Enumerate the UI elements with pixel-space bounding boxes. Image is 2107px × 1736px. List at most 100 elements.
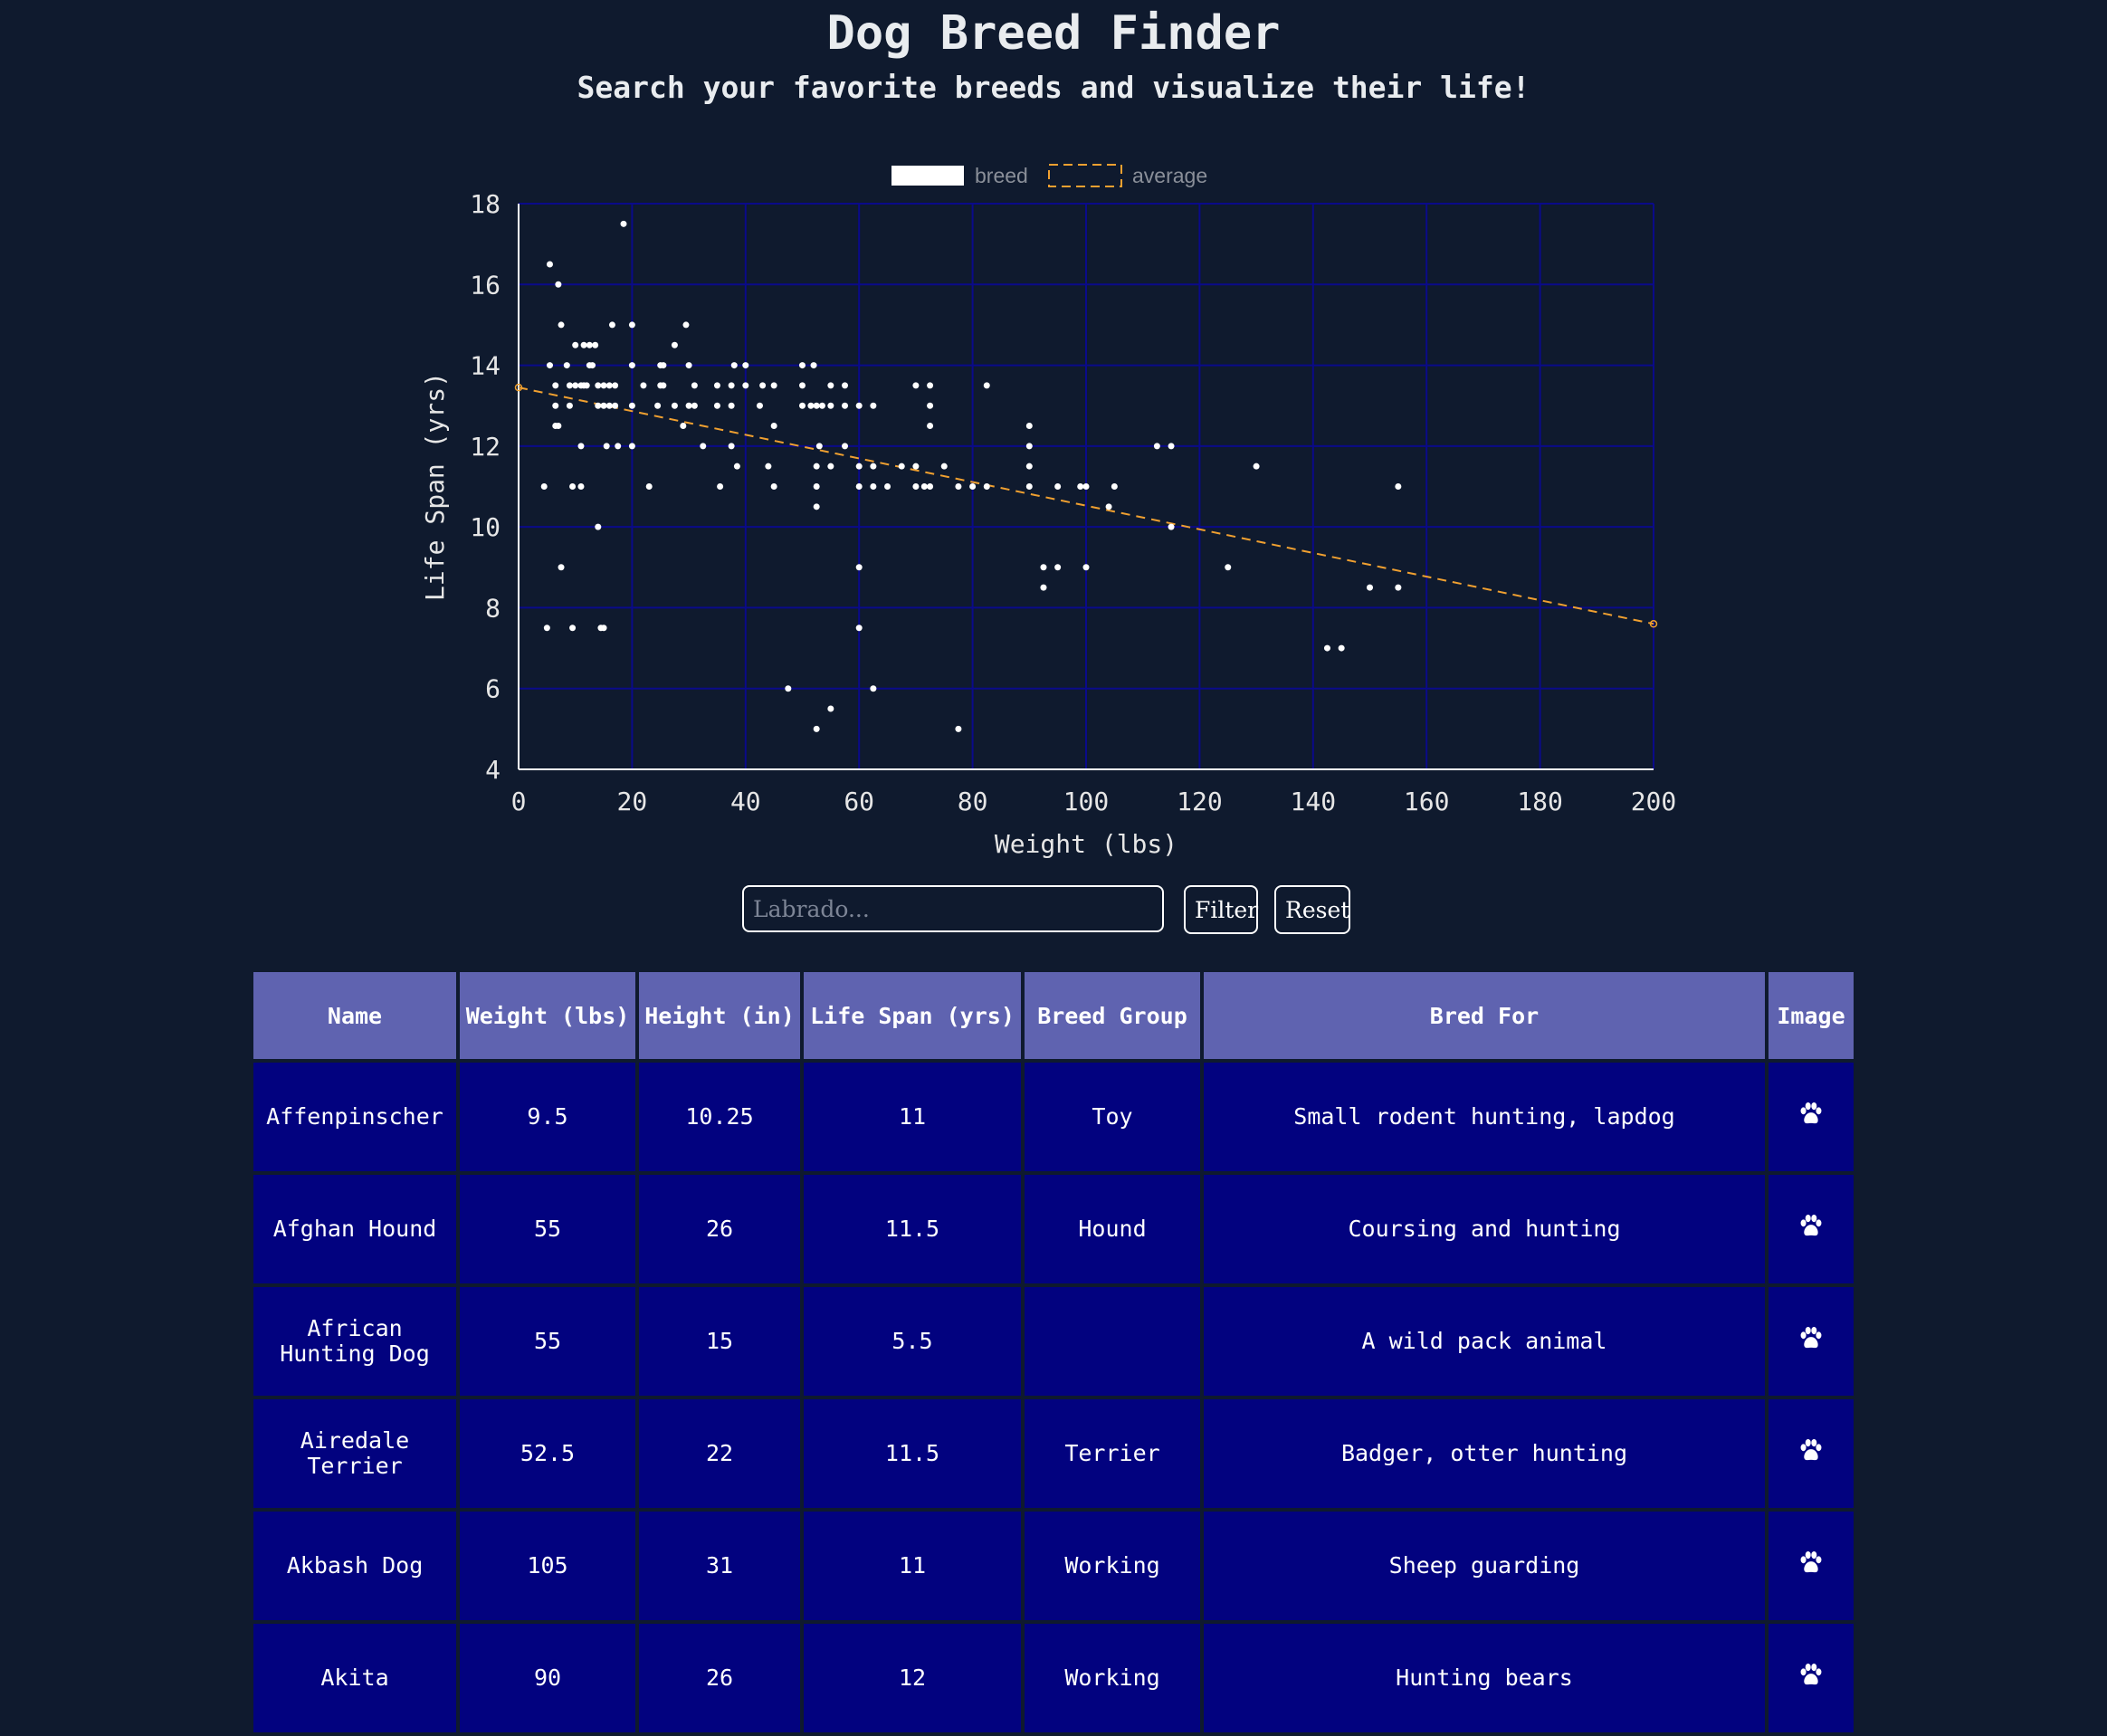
breed-data-point[interactable]: [605, 382, 613, 389]
breed-data-point[interactable]: [700, 443, 707, 450]
breed-data-point[interactable]: [955, 483, 962, 490]
breed-data-point[interactable]: [580, 341, 587, 348]
breed-data-point[interactable]: [870, 483, 877, 490]
column-header-name[interactable]: Name: [253, 972, 456, 1059]
breed-data-point[interactable]: [842, 382, 849, 389]
breed-data-point[interactable]: [645, 483, 653, 490]
breed-data-point[interactable]: [1040, 564, 1047, 571]
table-row[interactable]: Akita 90 26 12 Working Hunting bears: [253, 1624, 1854, 1732]
breed-data-point[interactable]: [1395, 483, 1402, 490]
breed-data-point[interactable]: [733, 463, 740, 470]
breed-data-point[interactable]: [870, 463, 877, 470]
cell-image[interactable]: [1769, 1063, 1854, 1171]
breed-data-point[interactable]: [608, 321, 615, 329]
breed-data-point[interactable]: [927, 423, 934, 430]
breed-data-point[interactable]: [1025, 423, 1033, 430]
breed-data-point[interactable]: [1054, 483, 1062, 490]
breed-data-point[interactable]: [552, 402, 559, 409]
breed-data-point[interactable]: [713, 402, 720, 409]
breed-data-point[interactable]: [552, 382, 559, 389]
breed-data-point[interactable]: [1395, 584, 1402, 591]
breed-data-point[interactable]: [566, 402, 573, 409]
breed-data-point[interactable]: [569, 625, 577, 632]
breed-data-point[interactable]: [827, 705, 834, 712]
paw-icon[interactable]: [1797, 1213, 1825, 1240]
breed-data-point[interactable]: [640, 382, 647, 389]
paw-icon[interactable]: [1797, 1437, 1825, 1464]
breed-data-point[interactable]: [589, 362, 596, 369]
breed-data-point[interactable]: [1105, 503, 1112, 510]
breed-data-point[interactable]: [660, 362, 667, 369]
breed-data-point[interactable]: [620, 220, 627, 227]
cell-image[interactable]: [1769, 1287, 1854, 1396]
breed-data-point[interactable]: [691, 382, 698, 389]
breed-data-point[interactable]: [685, 362, 692, 369]
breed-data-point[interactable]: [569, 483, 577, 490]
table-row[interactable]: Afghan Hound 55 26 11.5 Hound Coursing and hu…: [253, 1175, 1854, 1283]
breed-data-point[interactable]: [1367, 584, 1373, 591]
reset-button[interactable]: Reset: [1274, 885, 1350, 934]
breed-data-point[interactable]: [654, 402, 662, 409]
breed-data-point[interactable]: [742, 382, 749, 389]
table-row[interactable]: African Hunting Dog 55 15 5.5 A wild pack an…: [253, 1287, 1854, 1396]
column-header-bred-for[interactable]: Bred For: [1204, 972, 1765, 1059]
column-header-image[interactable]: Image: [1769, 972, 1854, 1059]
filter-button[interactable]: Filter: [1184, 885, 1258, 934]
breed-data-point[interactable]: [827, 402, 834, 409]
breed-data-point[interactable]: [572, 341, 579, 348]
breed-data-point[interactable]: [815, 443, 823, 450]
breed-data-point[interactable]: [691, 402, 698, 409]
breed-data-point[interactable]: [555, 423, 562, 430]
breed-data-point[interactable]: [628, 402, 635, 409]
breed-data-point[interactable]: [807, 402, 815, 409]
column-header-weight[interactable]: Weight (lbs): [460, 972, 635, 1059]
breed-data-point[interactable]: [577, 483, 585, 490]
breed-data-point[interactable]: [605, 402, 613, 409]
breed-data-point[interactable]: [717, 483, 724, 490]
breed-data-point[interactable]: [680, 423, 687, 430]
breed-data-point[interactable]: [628, 321, 635, 329]
breed-data-point[interactable]: [1253, 463, 1260, 470]
breed-data-point[interactable]: [855, 463, 863, 470]
breed-data-point[interactable]: [1082, 564, 1090, 571]
breed-data-point[interactable]: [1025, 463, 1033, 470]
breed-data-point[interactable]: [855, 483, 863, 490]
breed-data-point[interactable]: [685, 402, 692, 409]
breed-data-point[interactable]: [842, 402, 849, 409]
breed-data-point[interactable]: [546, 261, 553, 268]
breed-data-point[interactable]: [1225, 564, 1232, 571]
breed-data-point[interactable]: [577, 443, 585, 450]
breed-data-point[interactable]: [1077, 483, 1084, 490]
breed-data-point[interactable]: [543, 625, 550, 632]
paw-icon[interactable]: [1797, 1101, 1825, 1128]
breed-data-point[interactable]: [540, 483, 548, 490]
breed-data-point[interactable]: [671, 402, 678, 409]
paw-icon[interactable]: [1797, 1550, 1825, 1577]
breed-data-point[interactable]: [595, 402, 602, 409]
breed-data-point[interactable]: [785, 685, 792, 692]
breed-data-point[interactable]: [799, 362, 806, 369]
breed-data-point[interactable]: [600, 402, 607, 409]
breed-data-point[interactable]: [756, 402, 763, 409]
breed-data-point[interactable]: [546, 362, 553, 369]
breed-data-point[interactable]: [583, 382, 590, 389]
breed-data-point[interactable]: [955, 725, 962, 732]
breed-data-point[interactable]: [827, 382, 834, 389]
breed-data-point[interactable]: [586, 341, 593, 348]
column-header-life-span[interactable]: Life Span (yrs): [804, 972, 1021, 1059]
breed-data-point[interactable]: [855, 625, 863, 632]
breed-data-point[interactable]: [770, 423, 777, 430]
breed-data-point[interactable]: [566, 382, 573, 389]
breed-data-point[interactable]: [728, 402, 735, 409]
breed-data-point[interactable]: [555, 281, 562, 288]
cell-image[interactable]: [1769, 1175, 1854, 1283]
breed-data-point[interactable]: [1025, 483, 1033, 490]
breed-data-point[interactable]: [983, 382, 990, 389]
breed-data-point[interactable]: [558, 564, 565, 571]
breed-data-point[interactable]: [920, 483, 928, 490]
breed-data-point[interactable]: [742, 362, 749, 369]
paw-icon[interactable]: [1797, 1662, 1825, 1689]
breed-data-point[interactable]: [671, 341, 678, 348]
breed-data-point[interactable]: [563, 362, 570, 369]
breed-data-point[interactable]: [1153, 443, 1160, 450]
